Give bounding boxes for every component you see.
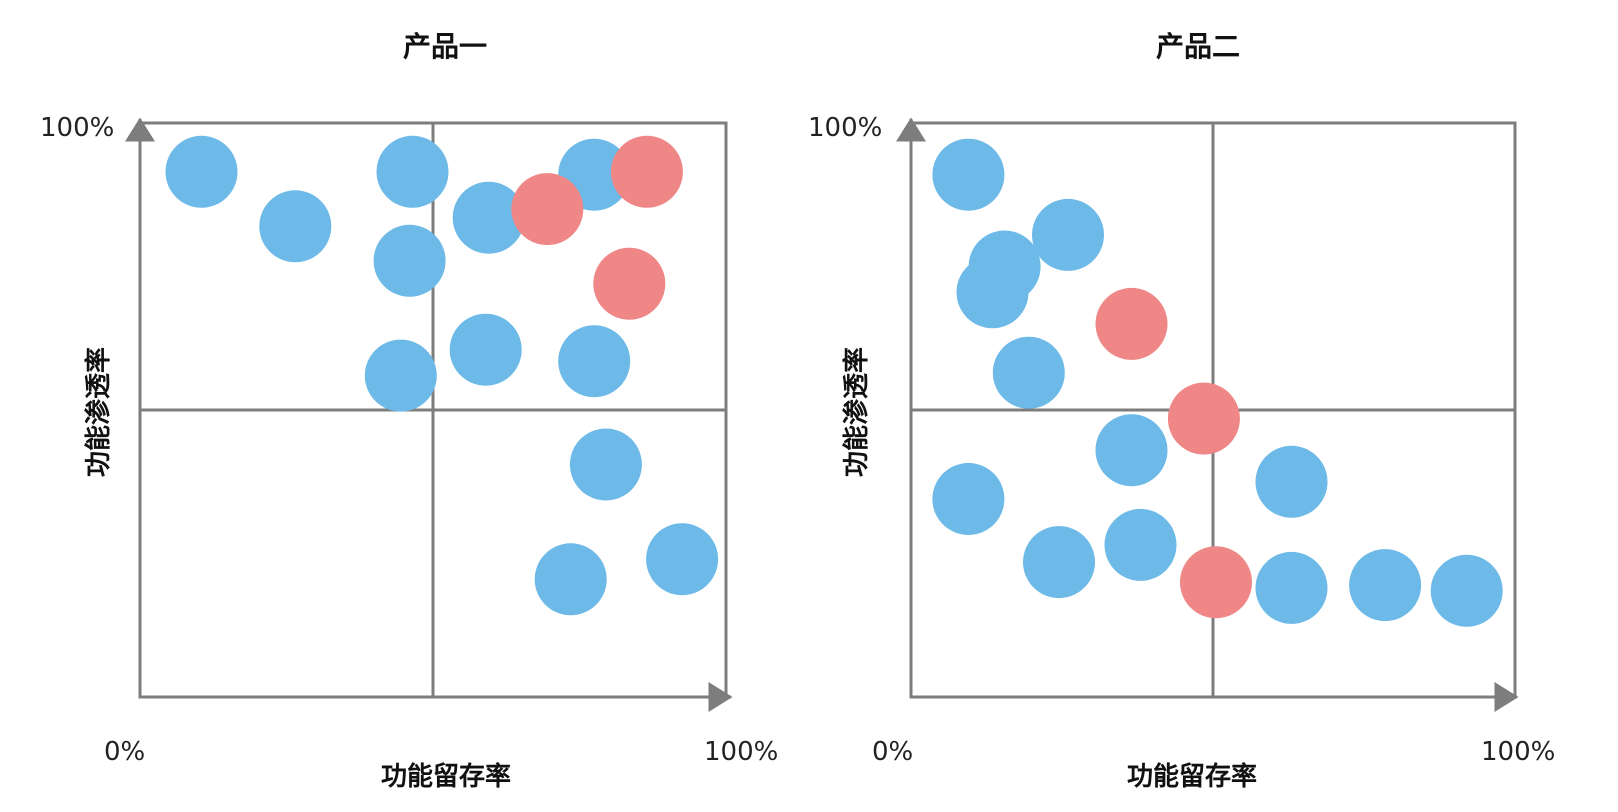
- chart-1-blue-point-2: [259, 190, 332, 263]
- chart-1-blue-point-8: [449, 313, 522, 386]
- chart-2-x-tick-end: 100%: [1481, 737, 1555, 767]
- chart-2-blue-point-4: [956, 256, 1029, 329]
- chart-1: 产品一 100% 0% 100% 功能留存率 功能渗透率: [40, 30, 778, 792]
- chart-2-x-axis-label: 功能留存率: [1127, 761, 1257, 792]
- chart-1-blue-point-11: [534, 543, 607, 616]
- chart-2-blue-point-9: [1104, 508, 1177, 581]
- chart-2-red-point-2: [1167, 382, 1240, 455]
- chart-2-points: [932, 138, 1503, 627]
- chart-2-blue-point-5: [992, 336, 1065, 409]
- chart-1-red-point-1: [511, 173, 584, 246]
- chart-2-blue-point-12: [1349, 549, 1422, 622]
- chart-1-x-tick-start: 0%: [104, 737, 145, 767]
- chart-2-title: 产品二: [1156, 30, 1240, 63]
- chart-2-blue-point-6: [1095, 414, 1168, 487]
- chart-1-y-tick-end: 100%: [40, 113, 114, 143]
- chart-2-y-tick-end: 100%: [808, 113, 882, 143]
- chart-1-blue-point-10: [569, 428, 642, 501]
- chart-1-x-tick-end: 100%: [704, 737, 778, 767]
- chart-2-blue-point-13: [1430, 554, 1503, 627]
- chart-2-blue-point-1: [932, 138, 1005, 211]
- chart-2-red-point-3: [1180, 546, 1252, 619]
- chart-2-blue-point-10: [1255, 445, 1328, 518]
- chart-2: 产品二 100% 0% 100% 功能留存率 功能渗透率: [808, 30, 1555, 792]
- chart-1-red-point-3: [593, 247, 666, 320]
- chart-2-y-axis-label: 功能渗透率: [841, 347, 872, 477]
- chart-1-title: 产品一: [403, 30, 487, 63]
- chart-1-points: [165, 135, 719, 616]
- chart-2-blue-point-7: [932, 463, 1005, 535]
- chart-2-blue-point-11: [1255, 551, 1328, 624]
- chart-1-x-axis-label: 功能留存率: [381, 761, 511, 792]
- chart-2-blue-point-8: [1023, 526, 1095, 599]
- chart-1-blue-point-7: [364, 339, 437, 412]
- chart-2-x-tick-start: 0%: [872, 737, 913, 767]
- chart-1-blue-point-3: [376, 135, 449, 208]
- chart-1-blue-point-4: [373, 224, 446, 297]
- chart-1-blue-point-9: [558, 325, 631, 398]
- chart-2-blue-point-3: [1032, 198, 1104, 271]
- chart-1-blue-point-5: [452, 181, 525, 254]
- chart-2-red-point-1: [1095, 287, 1168, 360]
- chart-1-red-point-2: [610, 135, 683, 208]
- chart-1-blue-point-1: [165, 135, 238, 208]
- chart-1-blue-point-12: [646, 523, 719, 596]
- chart-1-y-axis-label: 功能渗透率: [83, 347, 114, 477]
